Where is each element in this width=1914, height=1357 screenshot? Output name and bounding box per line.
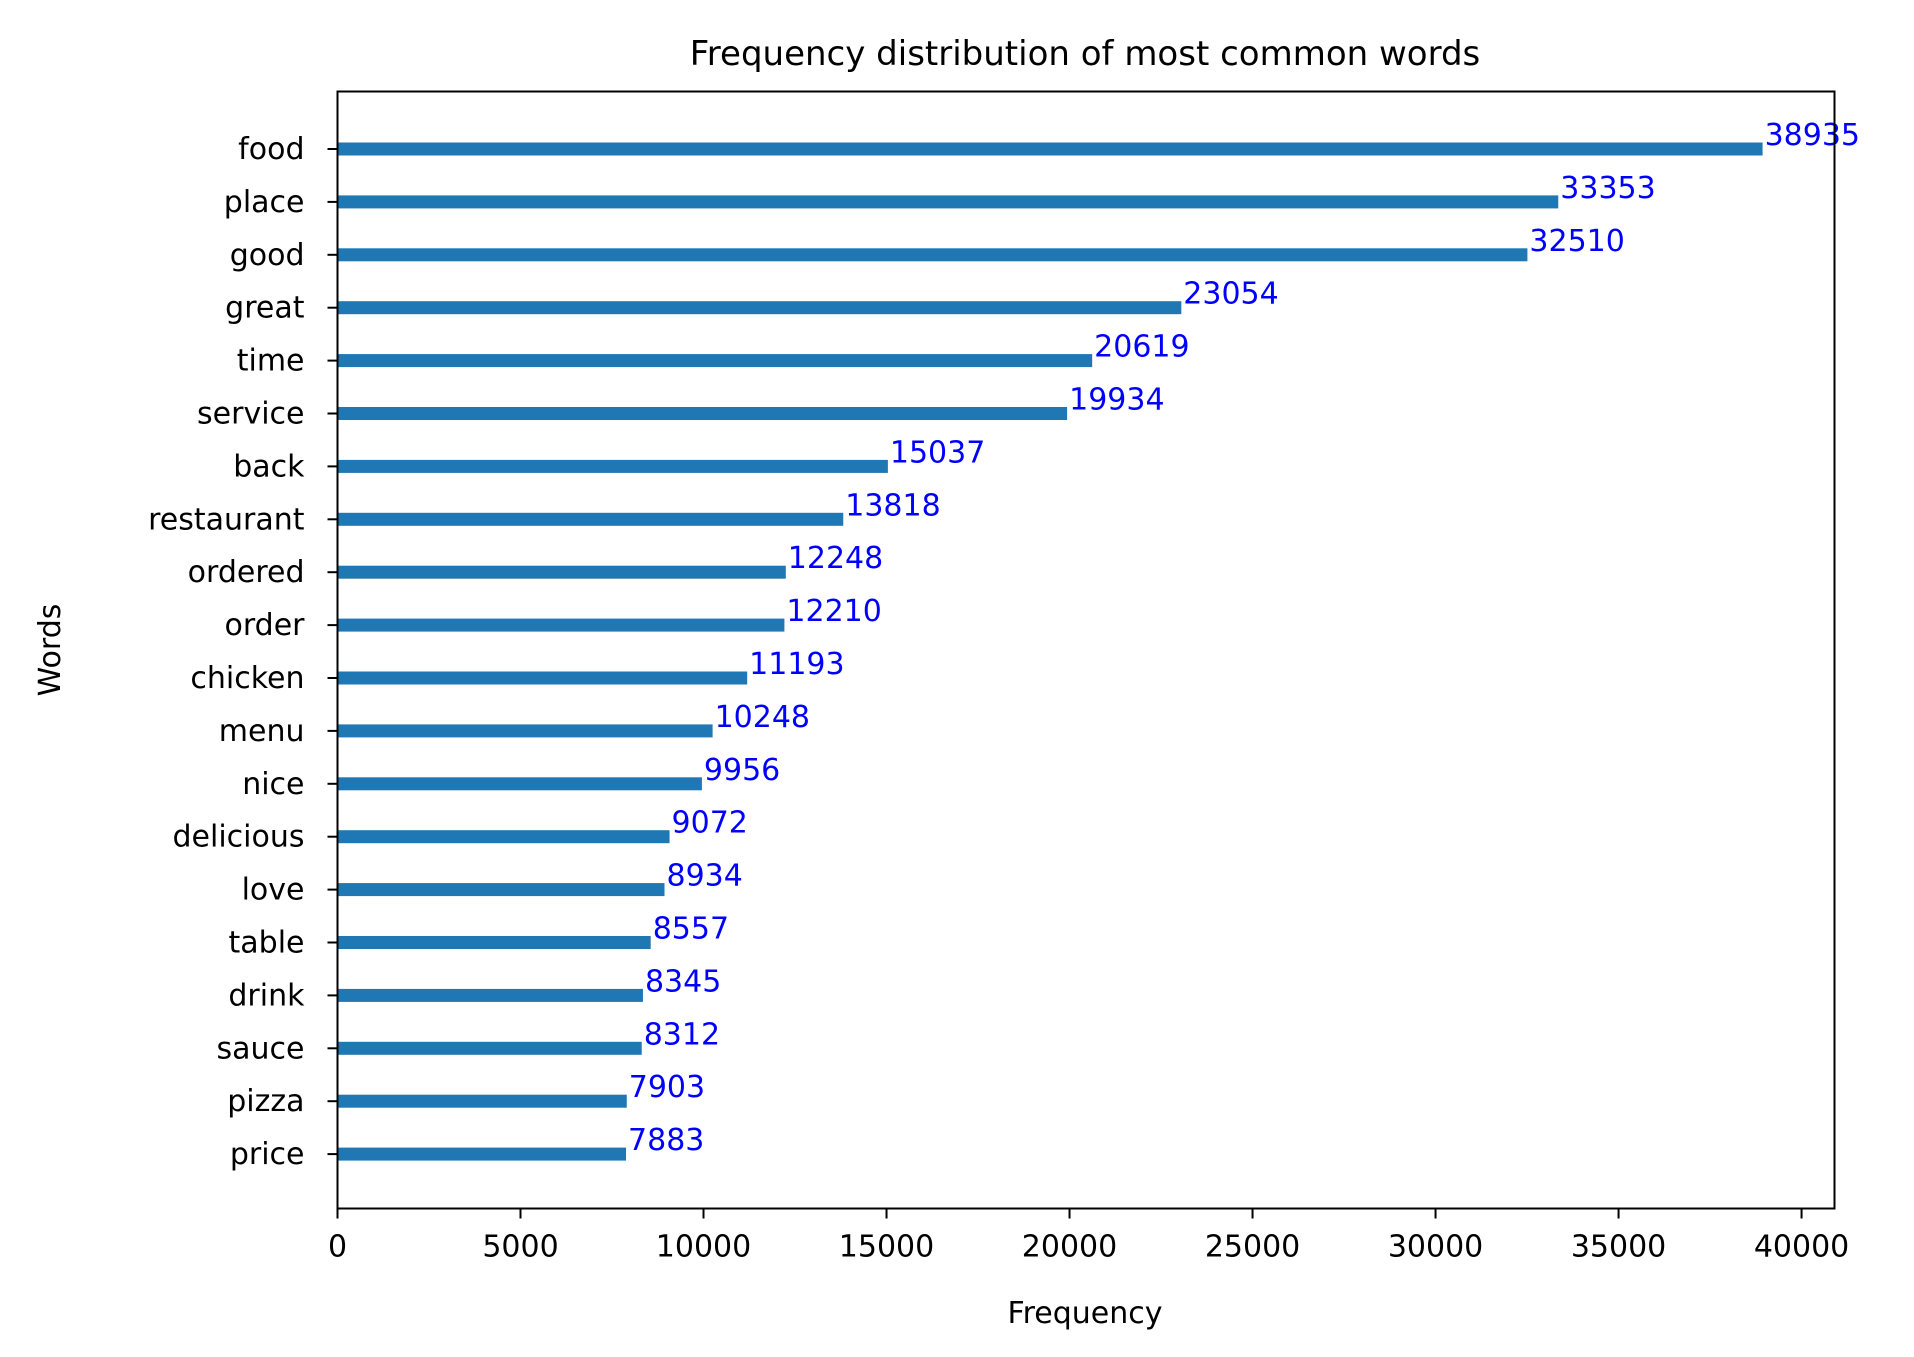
y-tick-label: order [225,608,306,643]
bar [337,618,785,632]
bar [337,830,670,844]
y-tick-label: chicken [190,661,304,696]
data-label: 12248 [788,541,883,576]
data-label: 23054 [1183,277,1278,312]
bar [337,512,844,526]
x-tick-label: 0 [328,1230,347,1265]
data-label: 9072 [672,806,748,841]
y-tick-label: sauce [217,1031,305,1066]
y-tick-label: restaurant [148,502,305,537]
y-tick-label: menu [219,714,305,749]
bar [337,354,1093,368]
data-label: 20619 [1094,330,1189,365]
y-tick-label: good [230,238,305,273]
bar [337,565,786,579]
data-label: 8934 [666,859,742,894]
bar [337,936,651,949]
data-label: 19934 [1069,383,1164,418]
bar [337,1041,642,1055]
data-label: 12210 [786,594,881,629]
bar [337,1094,627,1108]
data-label: 8312 [644,1017,720,1052]
value-labels-layer: 38935 33353 32510 23054 20619 19934 15037 13818… [628,118,1860,1158]
bar [337,671,748,685]
y-tick-label: delicious [173,820,305,855]
bar [337,301,1182,315]
bar [337,883,665,897]
data-label: 33353 [1560,171,1655,206]
data-label: 38935 [1765,118,1860,153]
x-tick-label: 15000 [839,1230,934,1265]
data-label: 7903 [629,1070,705,1105]
x-axis-label: Frequency [1008,1296,1163,1331]
x-axis: 0 5000 10000 15000 20000 25000 30000 35000 40000 [328,1208,1849,1265]
bars-layer [337,142,1763,1161]
y-tick-label: food [238,132,304,167]
y-tick-label: great [225,291,305,326]
chart-title: Frequency distribution of most common wo… [690,34,1481,74]
bar [337,988,643,1002]
x-tick-label: 20000 [1022,1230,1117,1265]
bar [337,1147,627,1161]
y-tick-label: service [197,397,304,432]
data-label: 8557 [653,912,729,947]
data-label: 13818 [845,488,940,523]
y-tick-label: pizza [227,1084,304,1119]
plot-frame [336,90,1836,1210]
y-tick-label: time [237,344,305,379]
y-tick-label: nice [242,767,304,802]
x-tick-label: 10000 [656,1230,751,1265]
data-label: 10248 [715,700,810,735]
bar [337,248,1528,262]
y-tick-label: drink [228,978,305,1013]
data-label: 15037 [890,435,985,470]
y-tick-label: place [224,185,305,220]
x-tick-label: 35000 [1571,1230,1666,1265]
y-tick-label: love [242,873,305,908]
x-tick-label: 30000 [1388,1230,1483,1265]
bar [337,777,702,791]
y-axis-label: Words [33,604,68,697]
y-tick-label: price [230,1137,305,1172]
bar [337,407,1068,420]
bar [337,142,1763,156]
x-tick-label: 5000 [482,1230,558,1265]
data-label: 11193 [749,647,844,682]
data-label: 7883 [628,1123,704,1158]
data-label: 9956 [704,753,780,788]
y-tick-label: back [233,449,305,484]
x-tick-label: 40000 [1754,1230,1849,1265]
bar [337,459,888,473]
data-label: 32510 [1529,224,1624,259]
x-tick-label: 25000 [1205,1230,1300,1265]
bar [337,724,713,738]
y-axis: food place good great time service back restaur… [148,132,338,1172]
y-tick-label: table [229,926,305,961]
data-label: 8345 [645,964,721,999]
bar [337,195,1559,209]
y-tick-label: ordered [188,555,305,590]
